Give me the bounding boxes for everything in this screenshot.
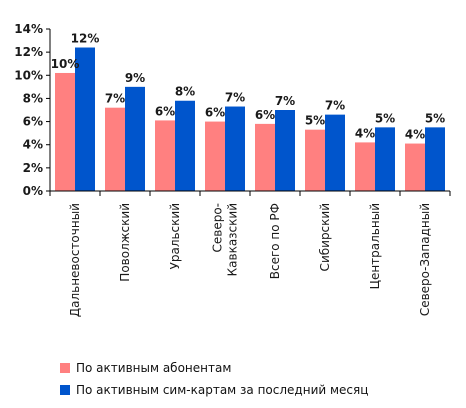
data-label: 10% (51, 57, 80, 71)
y-tick-label: 0% (23, 184, 43, 198)
data-label: 7% (325, 99, 345, 113)
data-label: 6% (205, 106, 225, 120)
x-category-label: Центральный (368, 203, 382, 289)
x-category-label: Всего по РФ (268, 203, 282, 279)
legend-item: По активным сим-картам за последний меся… (60, 379, 368, 401)
y-tick-label: 14% (14, 22, 43, 36)
x-category-label: Северо-Западный (418, 203, 432, 316)
bar (125, 86, 145, 191)
data-label: 6% (255, 108, 275, 122)
bars (55, 47, 445, 192)
legend: По активным абонентам По активным сим-ка… (60, 357, 368, 401)
bar (275, 110, 295, 191)
x-axis: Дальневосточный Поволжский Уральский Северо… (49, 190, 451, 317)
y-tick-label: 2% (23, 161, 43, 175)
y-tick-label: 12% (14, 45, 43, 59)
bar (155, 120, 175, 191)
x-category-label: Уральский (168, 203, 182, 269)
data-label: 7% (105, 92, 125, 106)
bar (375, 127, 395, 191)
x-category-label: Северо- (211, 203, 225, 253)
legend-label-active-sim-cards: По активным сим-картам за последний меся… (76, 383, 369, 397)
data-label: 4% (355, 126, 375, 140)
y-tick-label: 8% (23, 91, 43, 105)
legend-swatch-active-subscribers (60, 363, 70, 373)
bar (105, 107, 125, 191)
bar (55, 72, 75, 191)
bar (425, 127, 445, 191)
bar (175, 100, 195, 191)
data-label: 7% (275, 94, 295, 108)
bar (75, 47, 95, 192)
bar (255, 123, 275, 191)
y-tick-label: 4% (23, 138, 43, 152)
x-category-label: Дальневосточный (68, 203, 82, 317)
x-category-label: Сибирский (318, 203, 332, 271)
data-label: 7% (225, 91, 245, 105)
data-label: 5% (305, 114, 325, 128)
data-label: 4% (405, 128, 425, 142)
data-label: 12% (71, 32, 100, 46)
y-axis: 0% 2% 4% 6% 8% 10% 12% 14% (14, 22, 51, 198)
bar (205, 121, 225, 191)
bar (325, 114, 345, 191)
legend-swatch-active-sim-cards (60, 385, 70, 395)
y-tick-label: 10% (14, 68, 43, 82)
bar (355, 142, 375, 191)
data-label: 8% (175, 85, 195, 99)
bar (405, 143, 425, 191)
data-label: 5% (425, 111, 445, 125)
legend-item: По активным абонентам (60, 357, 368, 379)
x-category-label: Поволжский (118, 203, 132, 282)
data-label: 9% (125, 71, 145, 85)
x-category-label: Кавказский (226, 203, 240, 276)
data-label: 6% (155, 104, 175, 118)
y-tick-label: 6% (23, 115, 43, 129)
data-label: 5% (375, 111, 395, 125)
data-labels: 10%12%7%9%6%8%6%7%6%7%5%7%4%5%4%5% (51, 32, 446, 142)
legend-label-active-subscribers: По активным абонентам (76, 361, 232, 375)
bar (305, 129, 325, 191)
bar (225, 106, 245, 191)
